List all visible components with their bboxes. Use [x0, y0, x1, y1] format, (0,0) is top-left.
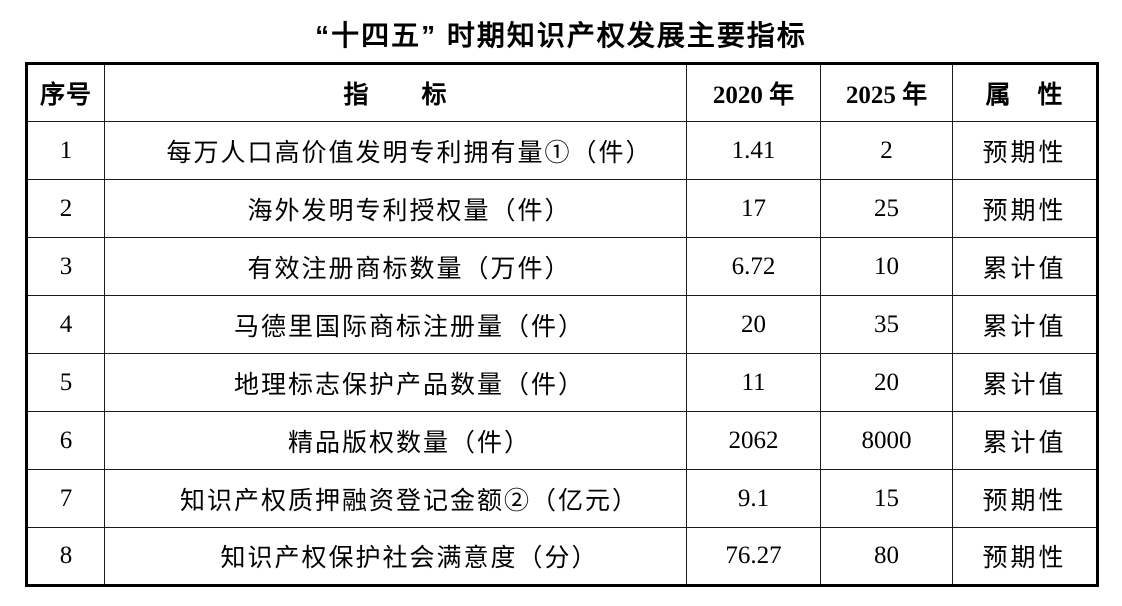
value-2025-cell: 35 — [820, 295, 953, 354]
column-header-2025: 2025 年 — [820, 63, 953, 122]
table-row: 8 知识产权保护社会满意度（分） 76.27 80 预期性 — [26, 527, 1098, 586]
row-number-cell: 8 — [26, 527, 105, 586]
indicator-cell: 知识产权质押融资登记金额②（亿元） — [104, 469, 687, 528]
table-row: 2 海外发明专利授权量（件） 17 25 预期性 — [26, 179, 1098, 238]
row-number-cell: 3 — [26, 237, 105, 296]
row-number-cell: 2 — [26, 179, 105, 238]
row-number-cell: 5 — [26, 353, 105, 412]
row-number-cell: 7 — [26, 469, 105, 528]
attribute-cell: 预期性 — [952, 469, 1098, 528]
page-title: “十四五” 时期知识产权发展主要指标 — [315, 20, 807, 51]
attribute-cell: 累计值 — [952, 411, 1098, 470]
value-2025-cell: 15 — [820, 469, 953, 528]
indicator-cell: 有效注册商标数量（万件） — [104, 237, 687, 296]
attribute-cell: 预期性 — [952, 179, 1098, 238]
table-header-row: 序号 指 标 2020 年 2025 年 属 性 — [26, 63, 1098, 122]
row-number-cell: 6 — [26, 411, 105, 470]
indicators-table: 序号 指 标 2020 年 2025 年 属 性 1 每万人口高价值发明专利拥有量… — [25, 62, 1099, 587]
table-row: 7 知识产权质押融资登记金额②（亿元） 9.1 15 预期性 — [26, 469, 1098, 528]
value-2020-cell: 2062 — [686, 411, 821, 470]
table-row: 5 地理标志保护产品数量（件） 11 20 累计值 — [26, 353, 1098, 412]
value-2020-cell: 6.72 — [686, 237, 821, 296]
table-row: 3 有效注册商标数量（万件） 6.72 10 累计值 — [26, 237, 1098, 296]
attribute-cell: 预期性 — [952, 121, 1098, 180]
column-header-2020: 2020 年 — [686, 63, 821, 122]
table-body: 1 每万人口高价值发明专利拥有量①（件） 1.41 2 预期性 2 海外发明专利授权量（件）… — [26, 121, 1098, 586]
value-2020-cell: 11 — [686, 353, 821, 412]
column-header-no: 序号 — [26, 63, 105, 122]
indicator-cell: 海外发明专利授权量（件） — [104, 179, 687, 238]
row-number-cell: 1 — [26, 121, 105, 180]
value-2025-cell: 2 — [820, 121, 953, 180]
attribute-cell: 累计值 — [952, 237, 1098, 296]
value-2020-cell: 9.1 — [686, 469, 821, 528]
attribute-cell: 累计值 — [952, 353, 1098, 412]
indicator-cell: 每万人口高价值发明专利拥有量①（件） — [104, 121, 687, 180]
value-2025-cell: 10 — [820, 237, 953, 296]
value-2025-cell: 8000 — [820, 411, 953, 470]
value-2025-cell: 25 — [820, 179, 953, 238]
indicator-cell: 马德里国际商标注册量（件） — [104, 295, 687, 354]
value-2025-cell: 80 — [820, 527, 953, 586]
column-header-attribute: 属 性 — [952, 63, 1098, 122]
attribute-cell: 累计值 — [952, 295, 1098, 354]
value-2020-cell: 1.41 — [686, 121, 821, 180]
value-2025-cell: 20 — [820, 353, 953, 412]
value-2020-cell: 76.27 — [686, 527, 821, 586]
value-2020-cell: 17 — [686, 179, 821, 238]
row-number-cell: 4 — [26, 295, 105, 354]
value-2020-cell: 20 — [686, 295, 821, 354]
indicator-cell: 知识产权保护社会满意度（分） — [104, 527, 687, 586]
column-header-indicator: 指 标 — [104, 63, 687, 122]
table-row: 6 精品版权数量（件） 2062 8000 累计值 — [26, 411, 1098, 470]
attribute-cell: 预期性 — [952, 527, 1098, 586]
table-row: 4 马德里国际商标注册量（件） 20 35 累计值 — [26, 295, 1098, 354]
indicator-cell: 精品版权数量（件） — [104, 411, 687, 470]
indicator-cell: 地理标志保护产品数量（件） — [104, 353, 687, 412]
table-row: 1 每万人口高价值发明专利拥有量①（件） 1.41 2 预期性 — [26, 121, 1098, 180]
